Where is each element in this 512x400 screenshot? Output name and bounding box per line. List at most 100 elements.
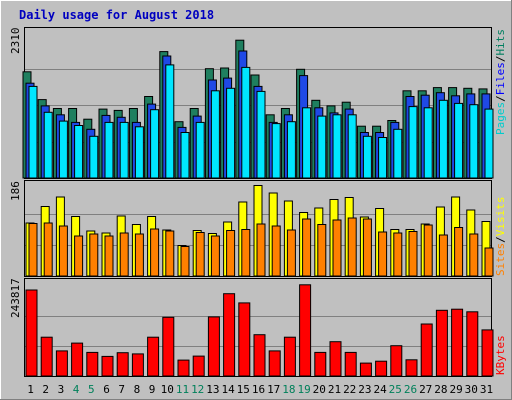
middle-sites-bar-day-15: [241, 229, 251, 277]
middle-panel-ymax-label: 186: [9, 181, 22, 201]
x-tick-label-day-31: 31: [480, 383, 493, 396]
top-pages-bar-day-11: [180, 132, 190, 179]
bottom-kbytes-bar-day-16: [253, 334, 266, 377]
top-pages-bar-day-20: [317, 115, 327, 179]
top-pages-bar-day-26: [408, 106, 418, 179]
files-label: Files: [494, 62, 507, 95]
bottom-kbytes-bar-day-23: [359, 362, 372, 377]
x-tick-label-day-1: 1: [27, 383, 34, 396]
x-tick-label-day-18: 18: [282, 383, 295, 396]
top-pages-bar-day-16: [256, 90, 266, 179]
bottom-kbytes-bar-day-2: [40, 336, 53, 377]
x-tick-label-day-13: 13: [206, 383, 219, 396]
top-pages-bar-day-21: [332, 114, 342, 179]
x-tick-label-day-15: 15: [237, 383, 250, 396]
top-pages-bar-day-31: [484, 108, 494, 179]
x-tick-label-day-5: 5: [88, 383, 95, 396]
bottom-kbytes-bar-day-11: [177, 359, 190, 377]
top-pages-bar-day-8: [134, 126, 144, 179]
bottom-kbytes-bar-day-17: [268, 350, 281, 377]
bottom-kbytes-bar-day-20: [314, 351, 327, 377]
x-tick-label-day-21: 21: [328, 383, 341, 396]
middle-sites-bar-day-6: [104, 235, 114, 277]
x-tick-label-day-3: 3: [58, 383, 65, 396]
x-tick-label-day-10: 10: [161, 383, 174, 396]
bottom-kbytes-bar-day-9: [147, 336, 160, 377]
middle-sites-bar-day-19: [302, 218, 312, 277]
bottom-kbytes-bar-day-24: [375, 360, 388, 377]
x-tick-label-day-16: 16: [252, 383, 265, 396]
top-pages-bar-day-1: [28, 85, 38, 179]
x-tick-label-day-9: 9: [149, 383, 156, 396]
top-pages-bar-day-15: [241, 66, 251, 179]
x-tick-label-day-28: 28: [434, 383, 447, 396]
bottom-panel-ymax-label: 243817: [9, 278, 22, 318]
middle-sites-bar-day-23: [362, 218, 372, 277]
bottom-kbytes-bar-day-6: [101, 355, 114, 377]
top-pages-bar-day-7: [119, 121, 129, 179]
bottom-kbytes-bar-day-5: [86, 351, 99, 377]
bottom-kbytes-bar-day-7: [116, 352, 129, 377]
top-pages-bar-day-27: [423, 107, 433, 179]
x-tick-label-day-24: 24: [373, 383, 387, 396]
x-axis-day-labels: 1 2 3 4 5 6 7 8 9 10 11 12 13 14 15 16 17 18 19 20 21 22 23 24 2…: [27, 383, 493, 396]
x-tick-label-day-11: 11: [176, 383, 189, 396]
top-pages-bar-day-14: [226, 87, 236, 179]
top-pages-bar-day-17: [271, 123, 281, 179]
top-panel-series-label: Pages/Files/Hits: [494, 29, 507, 135]
bottom-kbytes-bar-day-13: [207, 316, 220, 377]
x-tick-label-day-2: 2: [42, 383, 49, 396]
bottom-kbytes-bar-day-1: [25, 289, 38, 377]
middle-sites-bar-day-8: [134, 233, 144, 277]
sites-label: Sites: [494, 243, 507, 276]
x-tick-label-day-22: 22: [343, 383, 356, 396]
chart-title: Daily usage for August 2018: [19, 8, 214, 22]
top-pages-bar-day-23: [362, 135, 372, 179]
bottom-kbytes-bar-day-8: [131, 353, 144, 377]
x-tick-label-day-4: 4: [73, 383, 80, 396]
middle-sites-bar-day-30: [469, 233, 479, 277]
x-tick-label-day-27: 27: [419, 383, 432, 396]
top-pages-bar-day-12: [195, 121, 205, 179]
top-pages-bar-day-19: [302, 107, 312, 179]
middle-sites-bar-day-17: [271, 225, 281, 277]
middle-sites-bar-day-25: [393, 232, 403, 277]
top-pages-bar-day-22: [347, 114, 357, 179]
x-tick-label-day-26: 26: [404, 383, 417, 396]
top-pages-bar-day-13: [210, 90, 220, 179]
kbytes-label: KBytes: [494, 335, 507, 375]
top-pages-bar-day-4: [74, 125, 84, 179]
middle-sites-bar-day-1: [28, 223, 38, 277]
bottom-kbytes-bar-day-28: [435, 309, 448, 377]
middle-sites-bar-day-10: [165, 230, 175, 277]
middle-sites-bar-day-3: [58, 225, 68, 277]
middle-sites-bar-day-16: [256, 223, 266, 277]
bottom-kbytes-bar-day-15: [238, 302, 251, 377]
top-pages-bar-day-30: [469, 104, 479, 179]
top-pages-bar-day-2: [43, 111, 53, 179]
middle-sites-bar-day-28: [438, 234, 448, 277]
top-pages-bar-day-3: [58, 120, 68, 179]
middle-sites-bar-day-14: [226, 230, 236, 277]
middle-sites-bar-day-27: [423, 224, 433, 277]
top-separator-1: /: [494, 95, 507, 102]
top-panel-ymax-label: 2310: [9, 28, 22, 55]
bottom-kbytes-bar-day-30: [466, 311, 479, 377]
middle-separator: /: [494, 236, 507, 243]
top-pages-bar-day-5: [89, 135, 99, 179]
middle-sites-bar-day-29: [454, 227, 464, 277]
middle-sites-bar-day-7: [119, 232, 129, 277]
middle-sites-bar-day-21: [332, 219, 342, 277]
bottom-kbytes-bar-day-21: [329, 341, 342, 377]
middle-sites-bar-day-18: [286, 229, 296, 277]
bottom-kbytes-bar-day-31: [481, 329, 494, 377]
x-tick-label-day-20: 20: [313, 383, 326, 396]
top-pages-bar-day-10: [165, 64, 175, 179]
bottom-kbytes-bar-day-22: [344, 351, 357, 377]
x-tick-label-day-6: 6: [103, 383, 110, 396]
middle-sites-bar-day-20: [317, 224, 327, 277]
bottom-kbytes-bar-day-29: [451, 308, 464, 377]
middle-sites-bar-day-13: [210, 235, 220, 277]
bottom-kbytes-bar-day-4: [71, 342, 84, 377]
